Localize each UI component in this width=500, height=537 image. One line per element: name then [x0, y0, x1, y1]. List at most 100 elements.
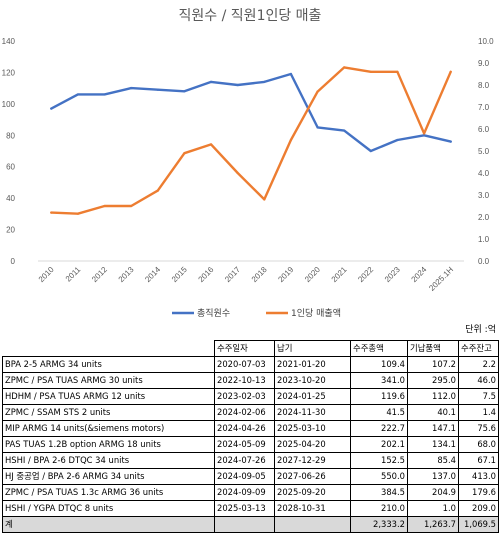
delivery-date-cell: 2025-09-20	[274, 484, 351, 501]
right-axis-tick-label: 10.0	[478, 37, 494, 46]
right-axis-tick-label: 9.0	[478, 59, 490, 68]
order-name-cell: HSHI / YGPA DTQC 8 units	[2, 500, 215, 517]
order-total-cell: 341.0	[350, 372, 408, 389]
delivered-amount-cell: 112.0	[407, 388, 459, 405]
x-axis-tick-label: 2018	[250, 265, 269, 284]
backlog-amount-total-cell: 1,069.5	[458, 516, 499, 533]
delivered-amount-total-cell: 1,263.7	[407, 516, 459, 533]
delivered-amount-cell: 295.0	[407, 372, 459, 389]
backlog-amount-cell: 75.6	[458, 420, 499, 437]
data-point-employees	[369, 149, 372, 153]
table-row: ZPMC / PSA TUAS ARMG 30 units 2022-10-13 2…	[2, 372, 499, 389]
delivered-amount-cell: 147.1	[407, 420, 459, 437]
backlog-amount-cell: 413.0	[458, 468, 499, 485]
data-point-employees	[76, 93, 80, 96]
order-total-cell: 119.6	[350, 388, 408, 405]
data-point-employees	[449, 140, 452, 143]
backlog-amount-cell: 209.0	[458, 500, 499, 517]
data-point-employees	[156, 88, 159, 91]
x-axis-tick-label: 2021	[330, 265, 349, 284]
data-point-revenue-per-employee	[422, 132, 426, 135]
header-order-date: 수주일자	[214, 340, 275, 357]
data-point-employees	[263, 80, 266, 83]
order-total-cell: 41.5	[350, 404, 408, 421]
delivered-amount-cell: 1.0	[407, 500, 459, 517]
data-point-revenue-per-employee	[183, 152, 186, 155]
order-total-cell: 550.0	[350, 468, 408, 485]
delivery-date-cell: 2025-03-10	[274, 420, 351, 437]
header-order-total: 수주총액	[350, 340, 408, 357]
x-axis-tick-label: 2014	[143, 265, 162, 284]
order-date-cell: 2020-07-03	[214, 356, 275, 373]
left-axis-tick-label: 0	[11, 257, 16, 266]
delivered-amount-cell: 107.2	[407, 356, 459, 373]
backlog-amount-cell: 68.0	[458, 436, 499, 453]
total-label-cell: 계	[2, 516, 215, 533]
header-delivered: 기납품액	[407, 340, 459, 357]
delivered-amount-cell: 40.1	[407, 404, 459, 421]
x-axis-tick-label: 2015	[170, 265, 189, 284]
x-axis-tick-label: 2010	[37, 265, 56, 284]
right-axis-tick-label: 5.0	[478, 147, 490, 156]
chart-area: 직원수 / 직원1인당 매출 0 20 40 60 80 100 120 140 0.0 1.0 2.…	[2, 8, 494, 318]
left-axis-tick-label: 120	[2, 68, 16, 77]
order-name-cell: MIP ARMG 14 units(&siemens motors)	[2, 420, 215, 437]
backlog-amount-cell: 1.4	[458, 404, 499, 421]
order-name-cell: BPA 2-5 ARMG 34 units	[2, 356, 215, 373]
legend-label: 총직원수	[197, 308, 230, 318]
order-name-cell: HSHI / BPA 2-6 DTQC 34 units	[2, 452, 215, 469]
data-point-employees	[209, 80, 213, 83]
left-axis-tick-label: 20	[6, 226, 15, 235]
data-point-revenue-per-employee	[156, 189, 159, 192]
order-total-cell: 152.5	[350, 452, 408, 469]
delivery-date-cell: 2025-04-20	[274, 436, 351, 453]
unit-label: 단위 :억	[465, 325, 496, 335]
data-point-revenue-per-employee	[449, 70, 452, 73]
data-point-employees	[183, 90, 186, 93]
table-row: HJ 중공업 / BPA 2-6 ARMG 34 units 2024-09-05…	[2, 468, 499, 485]
order-total-cell: 384.5	[350, 484, 408, 501]
table-total-row: 계 2,333.2 1,263.7 1,069.5	[2, 516, 499, 533]
data-point-revenue-per-employee	[343, 66, 346, 69]
line-chart: 직원수 / 직원1인당 매출 0 20 40 60 80 100 120 140 0.0 1.0 2.…	[2, 8, 494, 318]
data-point-revenue-per-employee	[396, 70, 399, 73]
x-axis-tick-label: 2016	[197, 265, 216, 284]
order-total-cell: 202.1	[350, 436, 408, 453]
right-axis-tick-label: 7.0	[478, 103, 490, 112]
left-axis-tick-label: 140	[2, 37, 16, 46]
order-date-total-cell	[214, 516, 275, 533]
right-axis-tick-label: 8.0	[478, 81, 490, 90]
order-total-total-cell: 2,333.2	[350, 516, 408, 533]
data-point-revenue-per-employee	[369, 70, 372, 73]
order-date-cell: 2022-10-13	[214, 372, 275, 389]
legend-label: 1인당 매출액	[291, 307, 341, 318]
x-axis-tick-label: 2024	[410, 265, 429, 284]
delivered-amount-cell: 137.0	[407, 468, 459, 485]
data-point-revenue-per-employee	[316, 90, 319, 93]
data-point-employees	[130, 87, 133, 90]
table-row: ZPMC / PSA TUAS 1.3c ARMG 36 units 2024-0…	[2, 484, 499, 501]
order-date-cell: 2024-09-09	[214, 484, 275, 501]
right-axis-tick-label: 0.0	[478, 257, 490, 266]
left-axis-tick-label: 80	[6, 131, 15, 140]
left-axis-tick-label: 40	[6, 194, 15, 203]
backlog-amount-cell: 67.1	[458, 452, 499, 469]
delivered-amount-cell: 204.9	[407, 484, 459, 501]
order-date-cell: 2024-09-05	[214, 468, 275, 485]
order-name-cell: ZPMC / PSA TUAS 1.3c ARMG 36 units	[2, 484, 215, 501]
series-line-revenue-per-employee	[50, 66, 452, 215]
table-row: PAS TUAS 1.2B option ARMG 18 units 2024-0…	[2, 436, 499, 453]
x-axis-tick-label: 2022	[356, 265, 375, 284]
delivery-date-cell: 2028-10-31	[274, 500, 351, 517]
data-point-revenue-per-employee	[236, 171, 239, 175]
data-point-revenue-per-employee	[209, 143, 213, 146]
right-axis-tick-label: 2.0	[478, 213, 490, 222]
x-axis-tick-label: 2011	[64, 265, 83, 284]
order-name-cell: ZPMC / PSA TUAS ARMG 30 units	[2, 372, 215, 389]
order-name-cell: PAS TUAS 1.2B option ARMG 18 units	[2, 436, 215, 453]
backlog-amount-cell: 7.5	[458, 388, 499, 405]
right-axis-tick-label: 6.0	[478, 125, 490, 134]
header-backlog: 수주잔고	[458, 340, 499, 357]
x-axis-tick-label: 2012	[90, 265, 109, 284]
table-row: HDHM / PSA TUAS ARMG 12 units 2023-02-03 2…	[2, 388, 499, 405]
